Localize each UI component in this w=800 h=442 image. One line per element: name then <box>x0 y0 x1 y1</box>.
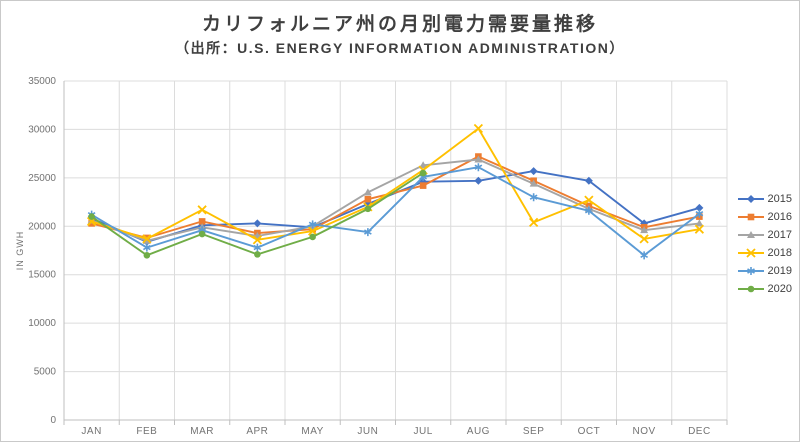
legend-label-2018: 2018 <box>767 247 792 259</box>
legend-swatch-2018 <box>737 248 764 258</box>
y-tick-label: 35000 <box>28 76 56 87</box>
y-tick-label: 5000 <box>34 367 57 378</box>
legend-label-2016: 2016 <box>767 211 792 223</box>
x-tick-label: FEB <box>136 426 157 437</box>
legend-item-2020: 2020 <box>737 283 792 295</box>
y-tick-label: 25000 <box>28 173 56 184</box>
x-tick-label: MAY <box>301 426 323 437</box>
legend-swatch-2017 <box>737 231 764 238</box>
legend-item-2016: 2016 <box>737 211 792 223</box>
series-line-2020 <box>91 172 424 257</box>
x-tick-label: MAR <box>190 426 214 437</box>
x-tick-label: DEC <box>688 426 711 437</box>
legend-item-2019: 2019 <box>737 265 792 277</box>
legend-label-2020: 2020 <box>767 283 792 295</box>
axes <box>63 81 728 425</box>
series-2019 <box>87 163 704 260</box>
x-tick-label: JUL <box>413 426 432 437</box>
y-tick-label: 20000 <box>28 221 56 232</box>
y-tick-label: 15000 <box>28 270 56 281</box>
x-tick-label: SEP <box>523 426 545 437</box>
chart-subtitle: （出所：U.S. ENERGY INFORMATION ADMINISTRATI… <box>175 40 625 56</box>
legend-swatch-2015 <box>737 195 764 203</box>
x-tick-label: JUN <box>357 426 378 437</box>
series-line-2016 <box>91 155 700 239</box>
chart-title: カリフォルニア州の月別電力需要量推移 <box>201 14 598 35</box>
legend-item-2017: 2017 <box>737 229 792 241</box>
y-tick-label: 30000 <box>28 124 56 135</box>
series-line-2017 <box>91 158 700 242</box>
legend-swatch-2016 <box>737 213 764 221</box>
gridlines <box>63 80 728 420</box>
legend-label-2019: 2019 <box>767 265 792 277</box>
legend-label-2015: 2015 <box>767 193 792 205</box>
chart-legend: 2015 2016 2017 2018 2019 2020 <box>737 193 792 295</box>
x-tick-label: JAN <box>81 426 101 437</box>
legend-label-2017: 2017 <box>767 229 792 241</box>
y-axis-title: IN GWH <box>15 231 25 271</box>
series-2020 <box>88 169 427 259</box>
legend-item-2015: 2015 <box>737 193 792 205</box>
legend-swatch-2020 <box>737 285 764 293</box>
x-tick-label: APR <box>246 426 268 437</box>
x-tick-label: OCT <box>578 426 601 437</box>
series-line-2019 <box>91 166 700 257</box>
y-tick-label: 0 <box>50 415 56 426</box>
legend-item-2018: 2018 <box>737 247 792 259</box>
series-line-2018 <box>91 127 700 241</box>
y-tick-label: 10000 <box>28 318 56 329</box>
x-tick-label: NOV <box>633 426 656 437</box>
x-tick-label: AUG <box>467 426 490 437</box>
legend-swatch-2019 <box>737 267 764 275</box>
